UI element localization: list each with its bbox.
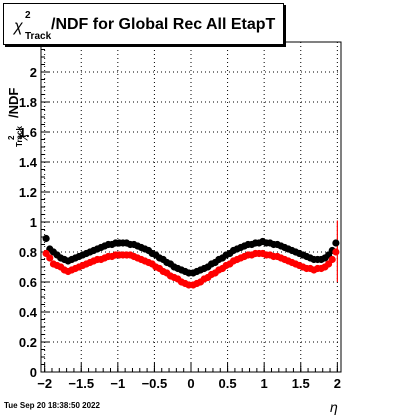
chart-title: /NDF for Global Rec All EtapT — [51, 16, 276, 33]
chart-title-box: 2 χ Track /NDF for Global Rec All EtapT — [3, 3, 284, 45]
y-label-symbol: χ — [14, 133, 28, 140]
y-tick-label: 1.8 — [19, 95, 37, 110]
x-axis-label: η — [330, 399, 338, 415]
x-tick-label: −1 — [110, 376, 125, 391]
y-axis-label: /NDF Track 2 χ — [2, 40, 28, 147]
data-point — [332, 248, 340, 256]
data-point — [42, 234, 50, 243]
x-tick-label: 1 — [261, 376, 268, 391]
series-red — [42, 248, 340, 289]
title-symbol: χ — [14, 18, 23, 35]
y-tick-label: 1.2 — [19, 185, 37, 200]
x-tick-label: 2 — [334, 376, 341, 391]
timestamp: Tue Sep 20 18:38:50 2022 — [4, 401, 100, 410]
x-tick-label: −0.5 — [142, 376, 168, 391]
y-tick-label: 0.8 — [19, 245, 37, 260]
x-tick-label: −1.5 — [68, 376, 94, 391]
y-tick-label: 1 — [30, 215, 37, 230]
data-point — [332, 239, 340, 247]
data-point — [328, 255, 336, 264]
y-tick-label: 1.6 — [19, 125, 37, 140]
series-black — [42, 234, 340, 277]
grid-lines — [41, 42, 341, 373]
axis-tick-labels: −2 −1.5 −1 −0.5 0 0.5 1 1.5 2 0 0.2 0.4 0.6 0.8 1 1.2 1.… — [19, 65, 341, 391]
x-tick-label: −2 — [37, 376, 52, 391]
y-tick-label: 2 — [30, 65, 37, 80]
y-tick-label: 0 — [30, 365, 37, 380]
y-tick-label: 0.6 — [19, 275, 37, 290]
data-points — [42, 220, 340, 289]
y-label-main: /NDF — [6, 87, 21, 118]
data-point — [46, 254, 54, 262]
y-tick-label: 0.4 — [19, 305, 38, 320]
y-tick-label: 0.2 — [19, 335, 37, 350]
y-tick-label: 1.4 — [19, 155, 38, 170]
title-superscript: 2 — [25, 10, 31, 21]
x-tick-label: 0 — [187, 376, 194, 391]
x-tick-label: 1.5 — [292, 376, 310, 391]
axis-ticks — [41, 41, 338, 373]
x-tick-label: 0.5 — [219, 376, 237, 391]
title-subscript: Track — [25, 31, 52, 42]
